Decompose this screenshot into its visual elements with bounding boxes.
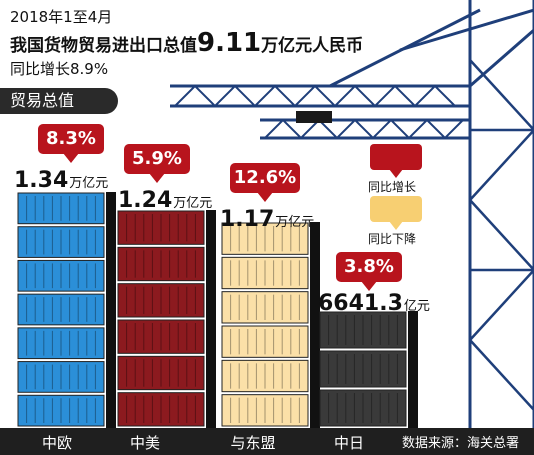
bar-us — [117, 210, 216, 428]
header-headline: 我国货物贸易进出口总值9.11万亿元人民币 — [10, 28, 363, 58]
header-headline-suffix: 万亿元人民币 — [261, 36, 364, 56]
growth-badge-us: 5.9% — [124, 144, 190, 183]
growth-badge-asean: 12.6% — [230, 163, 300, 202]
legend-increase-swatch — [370, 144, 422, 178]
value-label-us: 1.24万亿元 — [118, 190, 212, 215]
legend-decrease-swatch — [370, 196, 422, 230]
growth-label-jp: 3.8% — [344, 256, 394, 277]
bar-asean — [221, 222, 320, 428]
value-label-eu: 1.34万亿元 — [14, 170, 108, 195]
data-source: 数据来源：海关总署 — [402, 436, 520, 451]
value-num-us: 1.24 — [118, 188, 173, 213]
bar-jp — [319, 311, 418, 428]
value-label-asean: 1.17万亿元 — [220, 209, 314, 234]
growth-label-eu: 8.3% — [46, 128, 96, 149]
growth-label-us: 5.9% — [132, 148, 182, 169]
category-label-eu: 中欧 — [41, 434, 72, 452]
legend-decrease-label: 同比下降 — [368, 232, 417, 246]
value-num-eu: 1.34 — [14, 168, 69, 193]
value-unit-us: 万亿元 — [173, 196, 213, 211]
growth-badge-jp: 3.8% — [336, 252, 402, 291]
value-unit-eu: 万亿元 — [69, 176, 109, 191]
header-total-value: 9.11 — [197, 28, 262, 58]
category-label-asean: 与东盟 — [230, 434, 276, 452]
value-unit-asean: 万亿元 — [275, 215, 315, 230]
category-bar — [0, 428, 534, 455]
value-num-jp: 6641.3 — [318, 291, 403, 316]
legend-increase-label: 同比增长 — [368, 180, 417, 194]
growth-label-asean: 12.6% — [233, 167, 297, 188]
category-label-jp: 中日 — [333, 434, 364, 452]
bar-eu — [17, 192, 116, 428]
growth-badge-eu: 8.3% — [38, 124, 104, 163]
header-date: 2018年1至4月 — [10, 8, 113, 26]
header-growth: 同比增长8.9% — [10, 60, 109, 78]
section-label: 贸易总值 — [0, 88, 118, 114]
category-label-us: 中美 — [129, 434, 160, 452]
header-headline-prefix: 我国货物贸易进出口总值 — [10, 36, 197, 56]
value-label-jp: 6641.3亿元 — [318, 293, 430, 318]
value-num-asean: 1.17 — [220, 207, 275, 232]
value-unit-jp: 亿元 — [403, 299, 430, 314]
